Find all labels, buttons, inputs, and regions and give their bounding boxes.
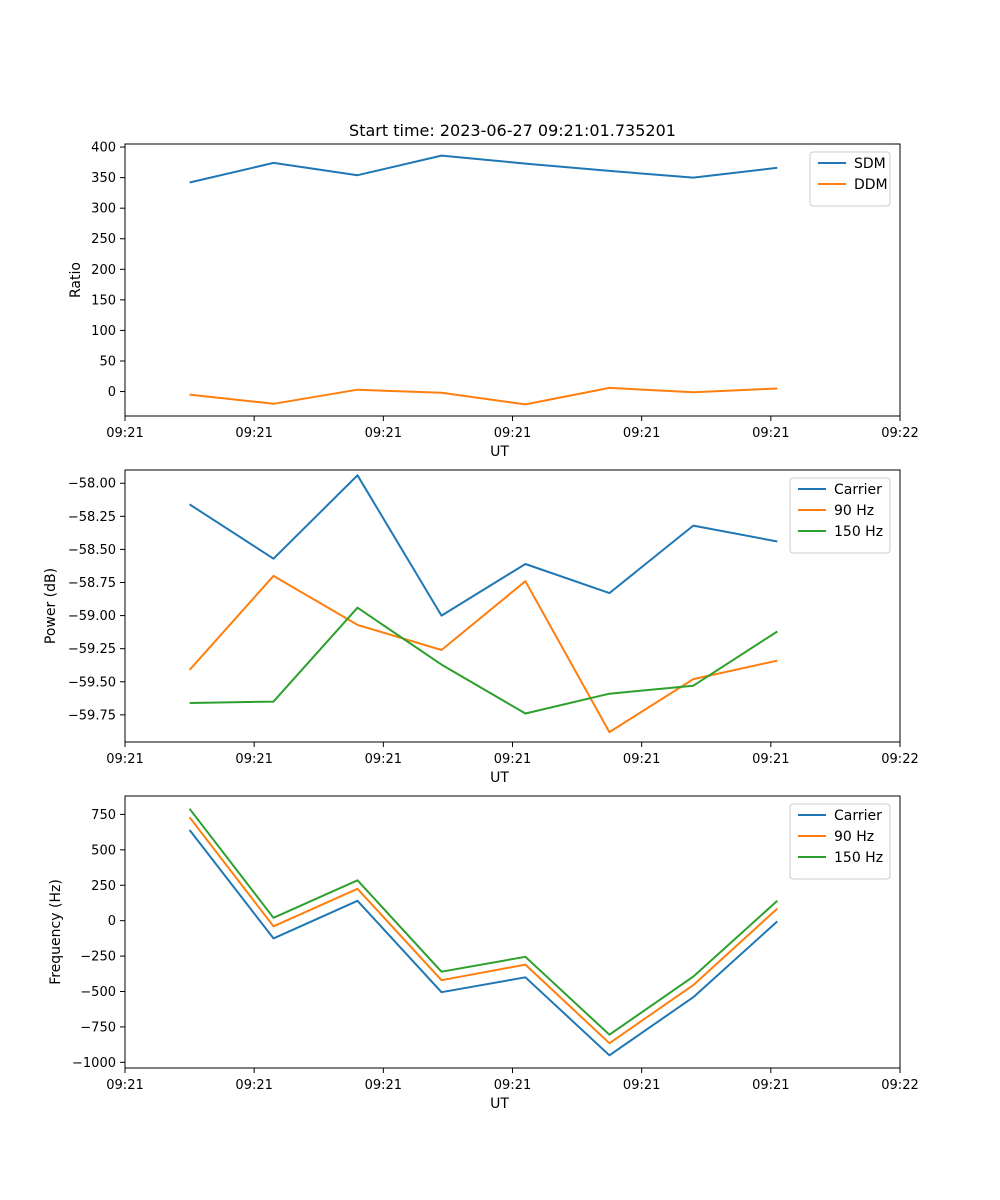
x-tick-label: 09:22 [881, 752, 918, 767]
y-tick-label: −59.50 [68, 675, 116, 690]
legend-label: Carrier [834, 808, 882, 824]
y-tick-label: −59.75 [68, 708, 116, 723]
y-tick-label: −59.25 [68, 642, 116, 657]
x-tick-label: 09:21 [365, 1078, 402, 1093]
y-tick-label: −250 [80, 950, 116, 965]
series-line-ddm [189, 386, 778, 406]
x-tick-label: 09:21 [623, 426, 660, 441]
x-tick-label: 09:21 [494, 426, 531, 441]
legend-label: 90 Hz [834, 829, 874, 845]
x-axis-label: UT [490, 444, 509, 460]
x-tick-label: 09:21 [106, 1078, 143, 1093]
x-tick-label: 09:21 [494, 1078, 531, 1093]
legend-label: 150 Hz [834, 524, 883, 540]
x-tick-label: 09:21 [752, 1078, 789, 1093]
series-line-150-hz [189, 606, 778, 715]
y-tick-label: 200 [91, 263, 116, 278]
y-tick-label: −58.75 [68, 576, 116, 591]
y-axis-label: Frequency (Hz) [48, 879, 64, 985]
chart-title: Start time: 2023-06-27 09:21:01.735201 [349, 121, 676, 140]
legend-box [789, 477, 891, 554]
legend-label: 90 Hz [834, 503, 874, 519]
series-line-150-hz [188, 808, 778, 1036]
legend-label: DDM [854, 177, 888, 193]
chart-panel-1: Start time: 2023-06-27 09:21:01.735201 09… [68, 121, 919, 460]
y-tick-label: −1000 [72, 1056, 116, 1071]
x-axis-label: UT [490, 770, 509, 786]
x-tick-label: 09:21 [235, 426, 272, 441]
y-tick-label: 0 [108, 914, 116, 929]
y-tick-label: 250 [91, 232, 116, 247]
chart-panel-2: 09:21 09:21 09:21 09:21 09:21 09:21 09:22 −58.0… [43, 469, 919, 786]
y-tick-label: 250 [91, 879, 116, 894]
plot-frame [124, 143, 901, 417]
x-tick-label: 09:21 [235, 752, 272, 767]
y-tick-label: 150 [91, 293, 116, 308]
y-tick-label: 50 [99, 354, 116, 369]
y-tick-label: −58.25 [68, 510, 116, 525]
y-tick-label: 300 [91, 202, 116, 217]
series-line-sdm [189, 154, 778, 184]
legend: SDM DDM [809, 151, 891, 207]
legend-box [789, 803, 891, 880]
legend-box [809, 151, 891, 207]
series-line-carrier [188, 829, 778, 1057]
legend: Carrier 90 Hz 150 Hz [789, 803, 891, 880]
y-tick-label: −500 [80, 985, 116, 1000]
y-tick-label: 400 [91, 141, 116, 156]
x-tick-label: 09:21 [494, 752, 531, 767]
y-tick-label: −59.00 [68, 609, 116, 624]
x-tick-label: 09:22 [881, 1078, 918, 1093]
legend-label: SDM [854, 156, 886, 172]
x-tick-label: 09:21 [106, 426, 143, 441]
y-tick-label: −58.00 [68, 477, 116, 492]
y-tick-label: 0 [108, 385, 116, 400]
x-tick-label: 09:21 [623, 752, 660, 767]
x-tick-label: 09:21 [752, 752, 789, 767]
series-line-carrier [189, 474, 778, 617]
legend: Carrier 90 Hz 150 Hz [789, 477, 891, 554]
series-line-90-hz [188, 574, 778, 734]
x-tick-label: 09:21 [365, 752, 402, 767]
legend-label: 150 Hz [834, 850, 883, 866]
y-axis-label: Ratio [68, 262, 84, 298]
y-tick-label: −58.50 [68, 543, 116, 558]
x-tick-label: 09:21 [365, 426, 402, 441]
x-tick-label: 09:21 [752, 426, 789, 441]
y-tick-label: 750 [91, 808, 116, 823]
y-tick-label: −750 [80, 1020, 116, 1035]
y-tick-label: 350 [91, 171, 116, 186]
x-axis-label: UT [490, 1096, 509, 1112]
chart-panel-3: 09:21 09:21 09:21 09:21 09:21 09:21 09:22 750 50… [48, 795, 919, 1112]
y-tick-label: 100 [91, 324, 116, 339]
x-tick-label: 09:22 [881, 426, 918, 441]
series-line-90-hz [188, 816, 778, 1045]
y-tick-label: 500 [91, 843, 116, 858]
x-tick-label: 09:21 [106, 752, 143, 767]
x-tick-label: 09:21 [235, 1078, 272, 1093]
y-axis-label: Power (dB) [43, 568, 59, 644]
x-tick-label: 09:21 [623, 1078, 660, 1093]
legend-label: Carrier [834, 482, 882, 498]
plot-frame [124, 795, 901, 1069]
